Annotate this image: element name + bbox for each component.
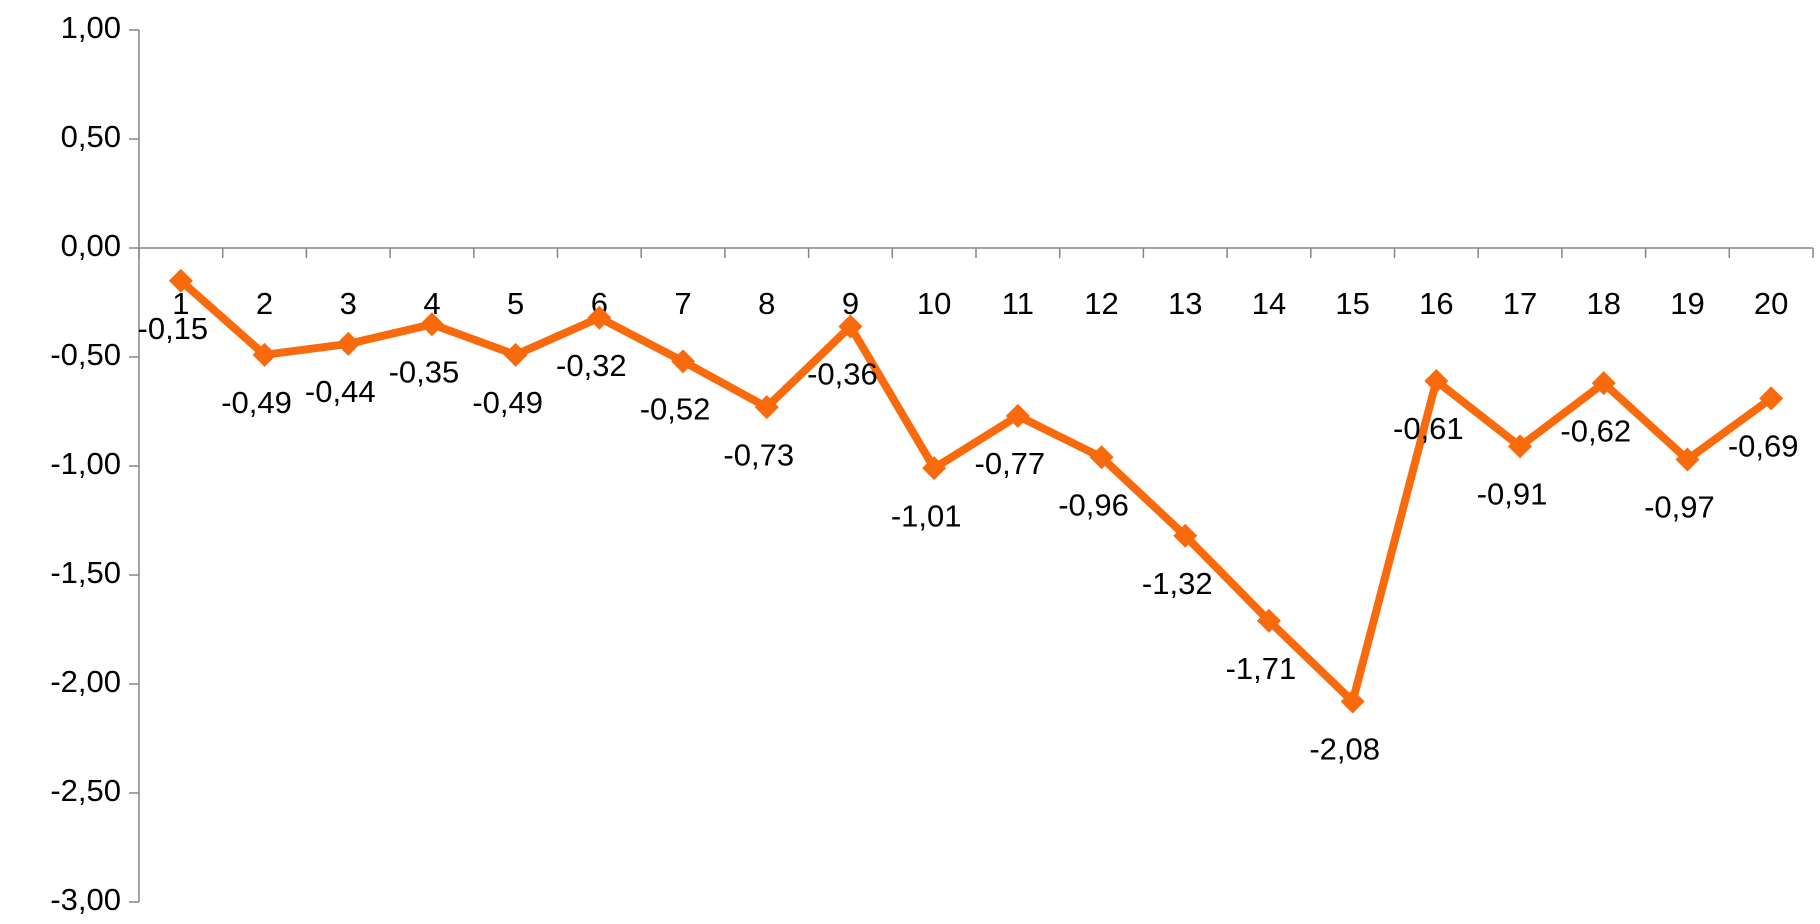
data-label: -0,97 <box>1644 490 1715 525</box>
data-label: -0,77 <box>975 446 1046 481</box>
marker <box>168 268 193 293</box>
y-tick-label: 0,50 <box>61 119 121 154</box>
data-label: -0,62 <box>1560 413 1631 448</box>
data-label: -0,61 <box>1393 411 1464 446</box>
data-label: -0,52 <box>640 392 711 427</box>
x-tick-label: 17 <box>1503 286 1537 321</box>
x-tick-label: 2 <box>256 286 273 321</box>
marker <box>1591 371 1616 396</box>
marker <box>1256 608 1281 633</box>
x-tick-label: 7 <box>674 286 691 321</box>
marker <box>1675 447 1700 472</box>
x-tick-label: 9 <box>842 286 859 321</box>
data-label: -0,96 <box>1058 487 1129 522</box>
data-label: -2,08 <box>1309 732 1380 767</box>
data-label: -1,32 <box>1142 566 1213 601</box>
x-tick-label: 19 <box>1670 286 1704 321</box>
y-tick-label: 1,00 <box>61 10 121 45</box>
marker <box>1173 523 1198 548</box>
data-label: -0,15 <box>138 311 209 346</box>
data-label: -1,01 <box>891 498 962 533</box>
data-label: -0,49 <box>221 385 292 420</box>
series-line <box>178 277 1774 706</box>
data-label: -0,49 <box>472 385 543 420</box>
marker <box>754 395 779 420</box>
marker <box>1759 386 1784 411</box>
x-tick-label: 3 <box>340 286 357 321</box>
x-tick-label: 8 <box>758 286 775 321</box>
x-tick-label: 10 <box>917 286 951 321</box>
y-tick-label: -2,50 <box>50 773 121 808</box>
y-tick-label: -1,50 <box>50 555 121 590</box>
x-tick-label: 1 <box>172 286 189 321</box>
data-label: -0,44 <box>305 374 376 409</box>
marker <box>419 312 444 337</box>
marker <box>1424 368 1449 393</box>
marker <box>336 331 361 356</box>
marker <box>1508 434 1533 459</box>
x-tick-label: 11 <box>1002 286 1034 321</box>
x-tick-label: 12 <box>1084 286 1118 321</box>
x-tick-label: 5 <box>507 286 524 321</box>
marker <box>671 349 696 374</box>
marker <box>503 342 528 367</box>
x-tick-label: 18 <box>1587 286 1621 321</box>
marker <box>922 456 947 481</box>
marker <box>252 342 277 367</box>
marker <box>1005 403 1030 428</box>
marker <box>838 314 863 339</box>
marker <box>1089 445 1114 470</box>
x-tick-label: 15 <box>1335 286 1369 321</box>
y-tick-label: -2,00 <box>50 664 121 699</box>
marker <box>1340 689 1365 714</box>
y-tick-label: -3,00 <box>50 882 121 917</box>
data-label: -1,71 <box>1226 651 1297 686</box>
x-tick-label: 20 <box>1754 286 1788 321</box>
marker <box>587 305 612 330</box>
data-label: -0,32 <box>556 348 627 383</box>
data-label: -0,69 <box>1728 429 1799 464</box>
x-tick-label: 16 <box>1419 286 1453 321</box>
data-label: -0,35 <box>389 354 460 389</box>
y-tick-label: -1,00 <box>50 446 121 481</box>
data-label: -0,36 <box>807 357 878 392</box>
x-tick-label: 13 <box>1168 286 1202 321</box>
x-tick-label: 14 <box>1252 286 1286 321</box>
y-tick-label: -0,50 <box>50 337 121 372</box>
data-label: -0,73 <box>723 437 794 472</box>
y-tick-label: 0,00 <box>61 228 121 263</box>
data-label: -0,91 <box>1477 477 1548 512</box>
x-tick-label: 4 <box>423 286 440 321</box>
